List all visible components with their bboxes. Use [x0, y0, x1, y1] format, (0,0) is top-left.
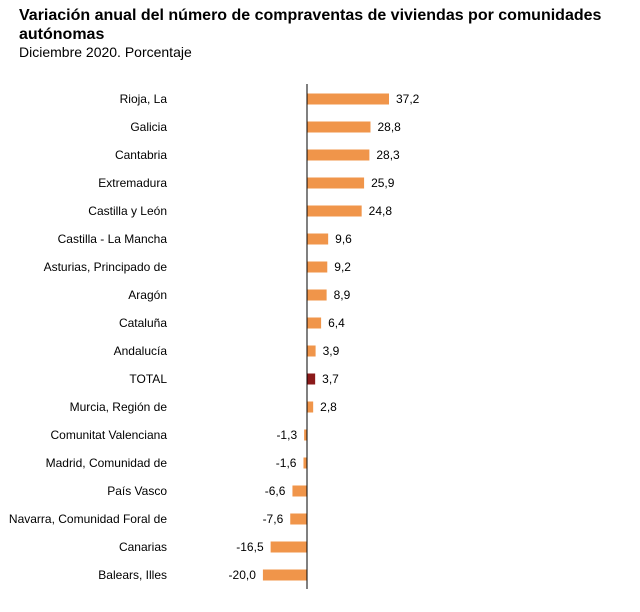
- value-label-balears-illes: -20,0: [229, 568, 257, 582]
- category-label-castilla-y-leon: Castilla y León: [88, 204, 167, 218]
- bar-asturias-principado-de: [307, 261, 328, 273]
- bar-andalucia: [307, 345, 316, 357]
- category-label-cantabria: Cantabria: [115, 148, 167, 162]
- chart-subtitle: Diciembre 2020. Porcentaje: [19, 44, 192, 60]
- bar-canarias: [270, 541, 307, 553]
- category-label-asturias-principado-de: Asturias, Principado de: [44, 260, 168, 274]
- chart-title: Variación anual del número de compravent…: [19, 7, 602, 43]
- value-label-navarra-comunidad-foral-de: -7,6: [263, 512, 284, 526]
- bar-cantabria: [307, 149, 370, 161]
- value-label-total: 3,7: [322, 372, 339, 386]
- category-label-galicia: Galicia: [130, 120, 167, 134]
- bar-total: [307, 373, 316, 385]
- bar-castilla-y-leon: [307, 205, 362, 217]
- category-label-pais-vasco: País Vasco: [107, 484, 167, 498]
- bar-galicia: [307, 121, 371, 133]
- value-label-asturias-principado-de: 9,2: [334, 260, 351, 274]
- value-label-pais-vasco: -6,6: [265, 484, 286, 498]
- bar-balears-illes: [262, 569, 307, 581]
- value-label-cantabria: 28,3: [376, 148, 400, 162]
- value-label-castilla-la-mancha: 9,6: [335, 232, 352, 246]
- value-label-murcia-region-de: 2,8: [320, 400, 337, 414]
- category-label-andalucia: Andalucía: [114, 344, 168, 358]
- category-label-aragon: Aragón: [128, 288, 167, 302]
- category-label-cataluna: Cataluña: [119, 316, 167, 330]
- category-label-balears-illes: Balears, Illes: [98, 568, 167, 582]
- value-label-madrid-comunidad-de: -1,6: [276, 456, 297, 470]
- bar-madrid-comunidad-de: [303, 457, 307, 469]
- category-label-total: TOTAL: [129, 372, 167, 386]
- category-label-madrid-comunidad-de: Madrid, Comunidad de: [46, 456, 168, 470]
- value-label-aragon: 8,9: [334, 288, 351, 302]
- bar-aragon: [307, 289, 327, 301]
- category-label-canarias: Canarias: [119, 540, 167, 554]
- value-label-rioja-la: 37,2: [396, 92, 420, 106]
- category-label-murcia-region-de: Murcia, Región de: [70, 400, 168, 414]
- bar-comunitat-valenciana: [304, 429, 307, 441]
- category-label-castilla-la-mancha: Castilla - La Mancha: [58, 232, 168, 246]
- value-label-comunitat-valenciana: -1,3: [276, 428, 297, 442]
- bar-navarra-comunidad-foral-de: [290, 513, 307, 525]
- bar-murcia-region-de: [307, 401, 314, 413]
- bar-rioja-la: [307, 93, 389, 105]
- bar-castilla-la-mancha: [307, 233, 329, 245]
- value-label-extremadura: 25,9: [371, 176, 395, 190]
- value-label-cataluna: 6,4: [328, 316, 345, 330]
- category-label-extremadura: Extremadura: [98, 176, 167, 190]
- category-label-navarra-comunidad-foral-de: Navarra, Comunidad Foral de: [9, 512, 167, 526]
- bar-extremadura: [307, 177, 365, 189]
- value-label-canarias: -16,5: [236, 540, 264, 554]
- value-label-andalucia: 3,9: [323, 344, 340, 358]
- value-label-galicia: 28,8: [377, 120, 401, 134]
- category-label-comunitat-valenciana: Comunitat Valenciana: [50, 428, 167, 442]
- bar-cataluna: [307, 317, 322, 329]
- value-label-castilla-y-leon: 24,8: [369, 204, 393, 218]
- bar-pais-vasco: [292, 485, 307, 497]
- category-label-rioja-la: Rioja, La: [120, 92, 168, 106]
